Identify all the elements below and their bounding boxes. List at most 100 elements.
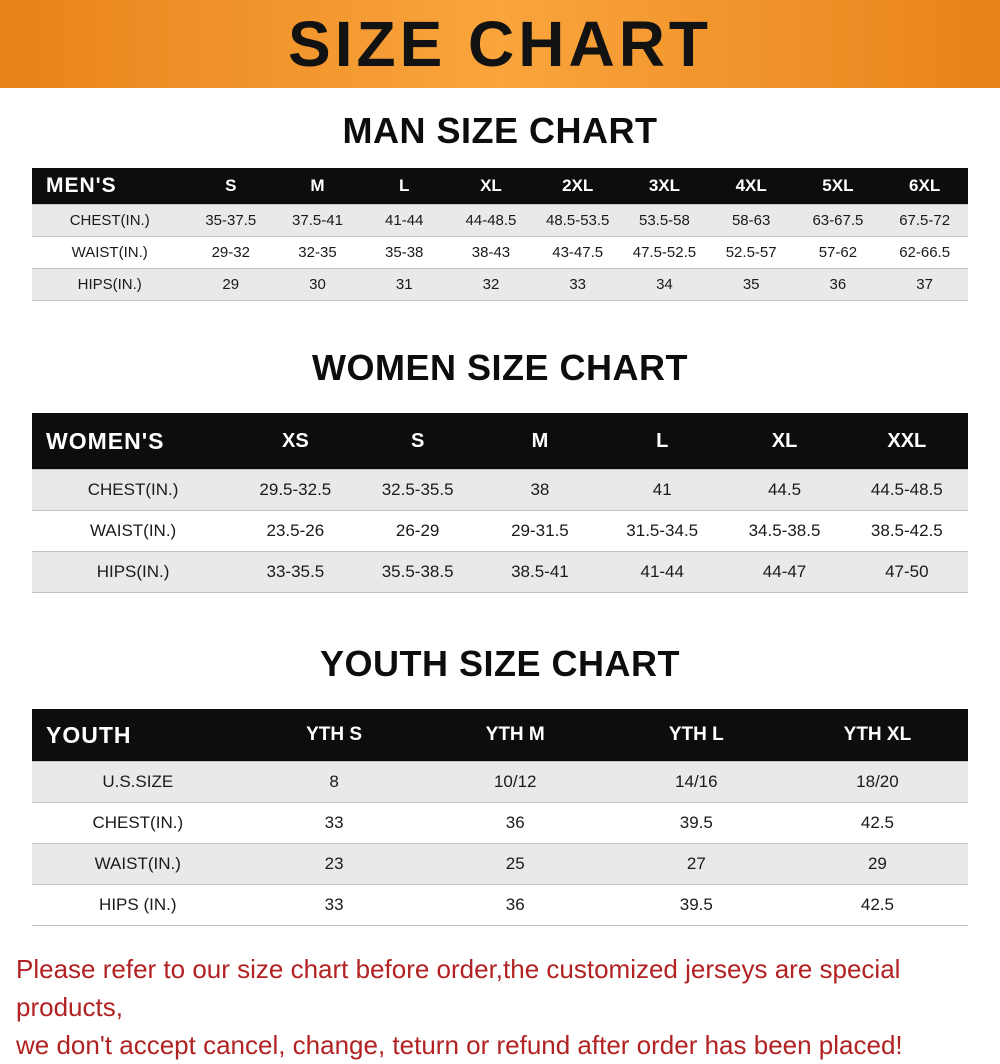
youth-size-chart-section: YOUTH SIZE CHART YOUTH YTH S YTH M YTH L YTH … (0, 643, 1000, 926)
size-value: 14/16 (675, 772, 718, 791)
size-value: 26-29 (395, 521, 440, 540)
size-value: 18/20 (856, 772, 899, 791)
size-column-header: S (225, 176, 237, 195)
size-chart-sections: MAN SIZE CHART MEN'S S M L XL 2XL 3XL 4XL 5XL 6XL C… (0, 110, 1000, 926)
row-label: CHEST(IN.) (92, 813, 184, 832)
size-column-header: 6XL (909, 176, 941, 195)
size-column-header: YTH XL (843, 724, 912, 745)
size-value: 31.5-34.5 (626, 521, 699, 540)
size-value: 35 (742, 276, 760, 293)
size-value: 57-62 (818, 244, 858, 261)
measurement-row: CHEST(IN.) 35-37.5 37.5-41 41-44 44-48.5 48.5… (32, 204, 968, 237)
size-value: 62-66.5 (899, 244, 951, 261)
size-column-header: L (399, 176, 410, 195)
youth-section-title: YOUTH SIZE CHART (319, 643, 680, 684)
size-value: 25 (505, 854, 525, 873)
size-value: 44-48.5 (465, 212, 517, 229)
size-value: 39.5 (679, 895, 713, 914)
men-size-table: MEN'S S M L XL 2XL 3XL 4XL 5XL 6XL CHEST(IN.) 35-37… (32, 168, 968, 301)
size-column-header: XL (480, 176, 502, 195)
size-value: 36 (505, 895, 525, 914)
size-value: 33-35.5 (266, 562, 325, 581)
size-value: 52.5-57 (725, 244, 777, 261)
size-value: 47-50 (885, 562, 929, 581)
notice-line-1: Please refer to our size chart before or… (16, 954, 901, 1022)
size-column-header: S (410, 429, 425, 452)
footer-notice: Please refer to our size chart before or… (16, 950, 988, 1064)
size-value: 29-31.5 (511, 521, 569, 540)
size-value: 48.5-53.5 (546, 212, 610, 229)
banner: SIZE CHART (0, 0, 1000, 88)
youth-group-label: YOUTH (46, 721, 132, 748)
size-value: 47.5-52.5 (632, 244, 697, 261)
size-value: 33 (324, 895, 344, 914)
row-label: CHEST(IN.) (87, 480, 179, 499)
size-column-header: 2XL (562, 176, 594, 195)
size-value: 43-47.5 (552, 244, 604, 261)
size-column-header: M (531, 429, 549, 452)
size-value: 34 (656, 276, 673, 293)
size-column-header: M (310, 176, 325, 195)
row-label: CHEST(IN.) (69, 212, 150, 229)
size-column-header: XL (771, 429, 798, 452)
size-value: 33 (569, 276, 587, 293)
size-value: 42.5 (860, 895, 894, 914)
size-value: 27 (686, 854, 706, 873)
size-value: 67.5-72 (899, 212, 951, 229)
size-column-header: L (656, 429, 669, 452)
measurement-row: HIPS(IN.) 33-35.5 35.5-38.5 38.5-41 41-44 44-… (32, 551, 968, 593)
size-value: 29.5-32.5 (259, 480, 332, 499)
size-value: 38-43 (471, 244, 511, 261)
size-value: 29 (867, 854, 887, 873)
measurement-row: CHEST(IN.) 33 36 39.5 42.5 (32, 802, 968, 844)
size-value: 63-67.5 (812, 212, 864, 229)
size-value: 32 (482, 276, 500, 293)
row-label: WAIST(IN.) (89, 521, 177, 540)
row-label: WAIST(IN.) (71, 244, 148, 261)
size-value: 35.5-38.5 (381, 562, 454, 581)
women-header-row: WOMEN'S XS S M L XL XXL (32, 413, 968, 470)
size-value: 38.5-42.5 (870, 521, 943, 540)
size-value: 8 (329, 772, 339, 791)
size-value: 37 (916, 276, 933, 293)
measurement-row: HIPS (IN.) 33 36 39.5 42.5 (32, 884, 968, 926)
notice-line-2: we don't accept cancel, change, teturn o… (16, 1030, 903, 1060)
size-value: 38 (530, 480, 550, 499)
measurement-row: WAIST(IN.) 23.5-26 26-29 29-31.5 31.5-34.5 34… (32, 510, 968, 552)
size-column-header: YTH M (485, 724, 545, 745)
measurement-row: CHEST(IN.) 29.5-32.5 32.5-35.5 38 41 44.5 44.5… (32, 469, 968, 511)
measurement-row: WAIST(IN.) 23 25 27 29 (32, 843, 968, 885)
row-label: HIPS(IN.) (77, 276, 142, 293)
youth-header-row: YOUTH YTH S YTH M YTH L YTH XL (32, 709, 968, 762)
size-column-header: YTH L (668, 724, 724, 745)
size-value: 23 (324, 854, 344, 873)
size-value: 44-47 (762, 562, 807, 581)
size-column-header: XXL (887, 429, 927, 452)
men-header-row: MEN'S S M L XL 2XL 3XL 4XL 5XL 6XL (32, 168, 968, 205)
size-column-header: 4XL (735, 176, 767, 195)
size-value: 44.5 (767, 480, 802, 499)
banner-title: SIZE CHART (288, 8, 712, 80)
size-value: 35-38 (385, 244, 424, 261)
size-value: 37.5-41 (292, 212, 343, 229)
measurement-row: HIPS(IN.) 29 30 31 32 33 34 35 36 37 (32, 268, 968, 301)
size-value: 10/12 (493, 772, 537, 791)
size-value: 35-37.5 (205, 212, 257, 229)
row-label: HIPS (IN.) (99, 895, 177, 914)
size-value: 38.5-41 (511, 562, 569, 581)
size-value: 39.5 (679, 813, 713, 832)
men-size-chart-section: MAN SIZE CHART MEN'S S M L XL 2XL 3XL 4XL 5XL 6XL C… (0, 110, 1000, 301)
women-size-chart-section: WOMEN SIZE CHART WOMEN'S XS S M L XL XXL CHEST(I… (0, 347, 1000, 593)
size-value: 36 (829, 276, 847, 293)
size-value: 44.5-48.5 (870, 480, 943, 499)
women-group-label: WOMEN'S (46, 427, 165, 454)
men-group-label: MEN'S (46, 174, 117, 197)
size-value: 33 (324, 813, 344, 832)
size-value: 53.5-58 (638, 212, 690, 229)
measurement-row: U.S.SIZE 8 10/12 14/16 18/20 (32, 761, 968, 803)
size-value: 23.5-26 (266, 521, 325, 540)
size-column-header: 3XL (648, 176, 681, 195)
men-section-title: MAN SIZE CHART (342, 110, 658, 151)
size-value: 32-35 (298, 244, 337, 261)
